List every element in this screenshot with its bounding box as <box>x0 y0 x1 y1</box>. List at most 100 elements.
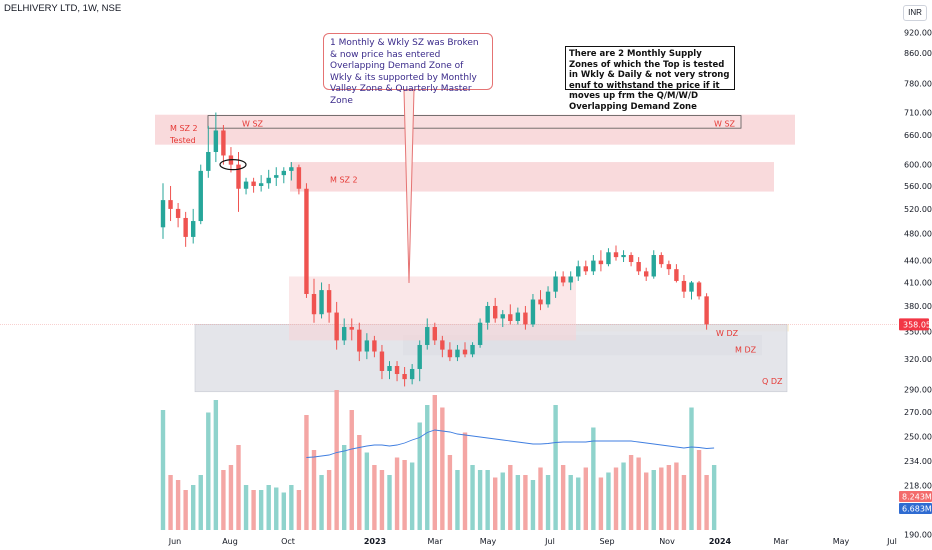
volume-bar <box>409 462 415 530</box>
volume-bar <box>500 472 505 530</box>
price-tick-label: 350.00 <box>904 327 932 336</box>
volume-bar <box>191 485 196 530</box>
candle-body <box>485 305 490 323</box>
volume-label-1: 8.243M <box>902 493 932 502</box>
candle-body <box>659 255 664 265</box>
volume-bar <box>168 475 173 530</box>
price-tick-label: 218.00 <box>904 482 932 491</box>
volume-bar <box>175 480 181 530</box>
volume-bar <box>342 445 347 530</box>
volume-bar <box>258 490 264 530</box>
zone-label: M SZ 2 <box>330 175 358 184</box>
callout-layer <box>219 89 415 284</box>
volume-bar <box>576 477 581 530</box>
volume-ma-line <box>306 429 715 458</box>
volume-bar <box>621 462 626 530</box>
candle-body <box>236 164 241 189</box>
time-tick-label: May <box>480 537 497 546</box>
time-tick-label: Jul <box>886 537 897 546</box>
volume-bar <box>568 475 573 530</box>
candle-body <box>568 276 573 283</box>
candle-body <box>538 299 543 305</box>
volume-bar <box>606 472 611 530</box>
volume-bar <box>651 470 656 530</box>
zone-label: W SZ <box>242 120 264 129</box>
volume-bar <box>334 390 339 530</box>
candle-body <box>198 170 203 222</box>
symbol-title: DELHIVERY LTD, 1W, NSE <box>4 3 122 14</box>
price-tick-label: 520.00 <box>904 205 932 214</box>
candle-body <box>274 175 279 178</box>
volume-bar <box>560 465 566 530</box>
price-tick-label: 480.00 <box>904 230 932 239</box>
volume-bar <box>674 462 679 530</box>
time-tick-label: Mar <box>427 537 443 546</box>
candle-body <box>583 266 588 272</box>
zone-label: Tested <box>169 136 196 145</box>
candle-body <box>704 296 709 325</box>
candle-body <box>342 327 347 341</box>
time-tick-label: Jun <box>168 537 182 546</box>
price-tick-label: 234.00 <box>904 457 932 466</box>
time-tick-label: Jul <box>544 537 555 546</box>
candle-body <box>613 252 619 258</box>
candle-body <box>440 340 445 350</box>
candle-body <box>191 221 196 237</box>
annotation-note-right[interactable]: There are 2 Monthly Supply Zones of whic… <box>565 46 735 112</box>
volume-bar <box>417 422 422 530</box>
volume-bar <box>372 465 377 530</box>
candle-body <box>357 329 362 352</box>
volume-bar <box>583 467 588 530</box>
volume-bar <box>636 457 641 530</box>
volume-bar <box>274 487 279 530</box>
candle-body <box>326 290 332 313</box>
volume-bar <box>598 477 604 530</box>
price-tick-label: 250.00 <box>904 433 932 442</box>
time-tick-label: Nov <box>659 537 675 546</box>
time-tick-label: 2023 <box>364 537 386 546</box>
volume-bar <box>221 470 226 530</box>
price-tick-label: 320.00 <box>904 355 932 364</box>
currency-badge[interactable]: INR <box>903 5 927 21</box>
price-tick-label: 270.00 <box>904 408 932 417</box>
volume-bar <box>659 467 664 530</box>
candle-body <box>243 181 249 189</box>
candle-body <box>636 262 641 272</box>
volume-bar <box>183 490 188 530</box>
candle-body <box>651 255 656 277</box>
price-tick-label: 410.00 <box>904 278 932 287</box>
price-tick-label: 600.00 <box>904 161 932 170</box>
candle-body <box>681 280 687 292</box>
candle-body <box>364 340 370 352</box>
time-tick-label: Sep <box>599 537 614 546</box>
volume-bar <box>523 475 528 530</box>
candle-body <box>530 299 536 325</box>
volume-bar <box>394 457 400 530</box>
candle-body <box>402 374 407 380</box>
volume-bar <box>228 465 234 530</box>
time-tick-label: 2024 <box>709 537 732 546</box>
volume-bar <box>349 410 354 530</box>
candle-body <box>311 293 317 315</box>
candle-body <box>477 322 483 345</box>
time-tick-label: Mar <box>773 537 789 546</box>
time-axis[interactable]: Jun Aug Oct 2023 Mar May Jul Sep Nov 2024 Mar May Ju… <box>168 537 897 546</box>
volume-bar <box>243 485 249 530</box>
annotation-note-left[interactable]: 1 Monthly & Wkly SZ was Broken & now pri… <box>323 33 493 106</box>
candle-body <box>696 282 702 297</box>
price-tick-label: 380.00 <box>904 302 932 311</box>
time-tick-label: Oct <box>281 537 295 546</box>
candle-body <box>470 344 475 355</box>
volume-bar <box>357 435 362 530</box>
candle-body <box>379 351 385 371</box>
price-tick-label: 660.00 <box>904 131 932 140</box>
price-axis[interactable]: 920.00 860.00 780.00 710.00 660.00 600.00 560.… <box>897 0 932 550</box>
candle-body <box>425 327 430 345</box>
candle-body <box>168 200 173 209</box>
time-tick-label: Aug <box>222 537 238 546</box>
volume-badge-2 <box>899 503 932 514</box>
candle-body <box>206 151 211 171</box>
volume-bar <box>440 407 445 530</box>
candle-body <box>251 181 256 186</box>
